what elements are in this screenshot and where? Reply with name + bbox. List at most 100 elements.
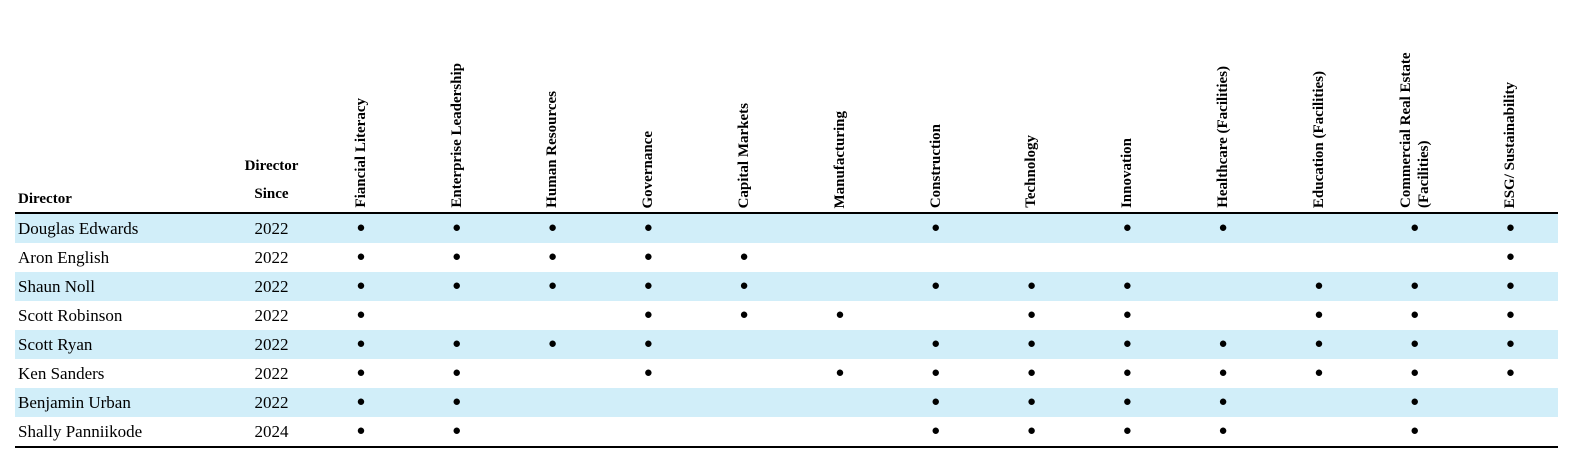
skill-cell <box>696 330 792 359</box>
skill-cell: ● <box>1271 359 1367 388</box>
skill-marker: ● <box>643 220 653 236</box>
skill-cell: ● <box>600 301 696 330</box>
skill-marker: ● <box>356 423 366 439</box>
skill-cell <box>792 243 888 272</box>
skill-cell <box>791 330 888 359</box>
skill-cell: ● <box>1079 301 1175 330</box>
skill-marker: ● <box>356 249 366 265</box>
skill-cell: ● <box>1463 359 1559 388</box>
skill-label: Manufacturing <box>831 110 848 209</box>
director-since: 2022 <box>230 272 313 301</box>
skill-marker: ● <box>1026 336 1036 352</box>
skill-cell <box>791 213 888 243</box>
skill-marker: ● <box>356 365 366 381</box>
skill-marker: ● <box>452 220 462 236</box>
skill-header: Education (Facilities) <box>1270 0 1367 214</box>
skill-cell <box>600 388 697 417</box>
skill-cell: ● <box>1366 417 1463 448</box>
skill-cell: ● <box>888 359 984 388</box>
skill-cell: ● <box>1175 417 1271 448</box>
director-name: Benjamin Urban <box>15 388 230 417</box>
skill-marker: ● <box>356 278 366 294</box>
skill-cell <box>1271 243 1367 272</box>
skill-cell <box>1462 388 1559 417</box>
skill-cell: ● <box>600 272 697 301</box>
skill-cell <box>983 213 1080 243</box>
skill-cell <box>984 243 1080 272</box>
skill-cell <box>504 417 601 448</box>
director-name: Shally Panniikode <box>15 417 230 448</box>
skill-cell: ● <box>313 388 409 417</box>
skill-marker: ● <box>1505 336 1515 352</box>
skill-marker: ● <box>547 220 558 236</box>
skill-cell: ● <box>408 272 505 301</box>
skill-marker: ● <box>1218 394 1228 410</box>
skill-cell: ● <box>887 330 984 359</box>
skill-marker: ● <box>547 249 558 265</box>
skill-marker: ● <box>1122 307 1132 323</box>
director-row: Douglas Edwards 2022 ● ● ● ● ● ● ● ● ● <box>15 213 1559 243</box>
skill-marker: ● <box>452 278 462 294</box>
skill-marker: ● <box>739 307 749 323</box>
skill-cell: ● <box>313 213 409 243</box>
skill-cell <box>600 417 697 448</box>
skill-cell: ● <box>887 417 984 448</box>
skill-cell: ● <box>313 359 409 388</box>
skill-marker: ● <box>643 336 653 352</box>
skill-marker: ● <box>1026 278 1036 294</box>
skill-marker: ● <box>356 220 366 236</box>
director-since: 2022 <box>254 247 289 267</box>
skill-header: Manufacturing <box>791 0 888 214</box>
skill-cell: ● <box>600 243 696 272</box>
skill-cell: ● <box>1462 213 1559 243</box>
skill-marker: ● <box>1410 423 1420 439</box>
skill-cell: ● <box>1271 301 1367 330</box>
skill-cell: ● <box>792 301 888 330</box>
skill-cell: ● <box>408 330 505 359</box>
skill-marker: ● <box>1122 394 1132 410</box>
skill-marker: ● <box>1410 365 1420 381</box>
skill-cell: ● <box>408 213 505 243</box>
skill-cell: ● <box>409 243 505 272</box>
skill-marker: ● <box>1314 278 1324 294</box>
skill-cell: ● <box>1175 359 1271 388</box>
skill-header: Construction <box>887 0 984 214</box>
skill-marker: ● <box>452 336 462 352</box>
skill-cell: ● <box>887 388 984 417</box>
skill-header: Governance <box>600 0 697 214</box>
skill-cell: ● <box>1366 213 1463 243</box>
director-name: Ken Sanders <box>18 363 105 383</box>
director-name: Aron English <box>18 247 110 267</box>
skill-marker: ● <box>1410 307 1420 323</box>
skill-cell <box>1175 243 1271 272</box>
skill-label: Education (Facilities) <box>1310 70 1327 208</box>
skill-cell <box>888 243 984 272</box>
skill-cell: ● <box>313 243 409 272</box>
skill-marker: ● <box>1410 278 1420 294</box>
skill-marker: ● <box>1218 365 1228 381</box>
skill-cell: ● <box>696 272 792 301</box>
skill-cell: ● <box>313 417 409 448</box>
skill-marker: ● <box>356 307 366 323</box>
director-since: 2022 <box>254 305 289 325</box>
skill-cell: ● <box>504 213 601 243</box>
skill-marker: ● <box>1505 365 1515 381</box>
skill-cell: ● <box>983 417 1080 448</box>
skill-cell: ● <box>1079 417 1176 448</box>
skill-header: Human Resources <box>504 0 601 214</box>
skill-label: Technology <box>1023 135 1040 208</box>
director-since: 2022 <box>230 330 313 359</box>
skill-cell: ● <box>313 330 409 359</box>
skill-cell: ● <box>1079 388 1176 417</box>
director-since: 2022 <box>230 213 313 243</box>
skill-marker: ● <box>452 365 462 381</box>
skill-label: ESG/ Sustainability <box>1502 81 1519 208</box>
skill-marker: ● <box>1410 394 1420 410</box>
director-row: Scott Robinson 2022 ● ● ● ● ● ● ● ● ● <box>15 301 1558 330</box>
skill-marker: ● <box>1026 307 1036 323</box>
skill-cell: ● <box>1463 243 1559 272</box>
skill-marker: ● <box>452 394 462 410</box>
skill-marker: ● <box>835 307 845 323</box>
skill-cell: ● <box>983 330 1080 359</box>
skill-header: Healthcare (Facilities) <box>1175 0 1271 214</box>
